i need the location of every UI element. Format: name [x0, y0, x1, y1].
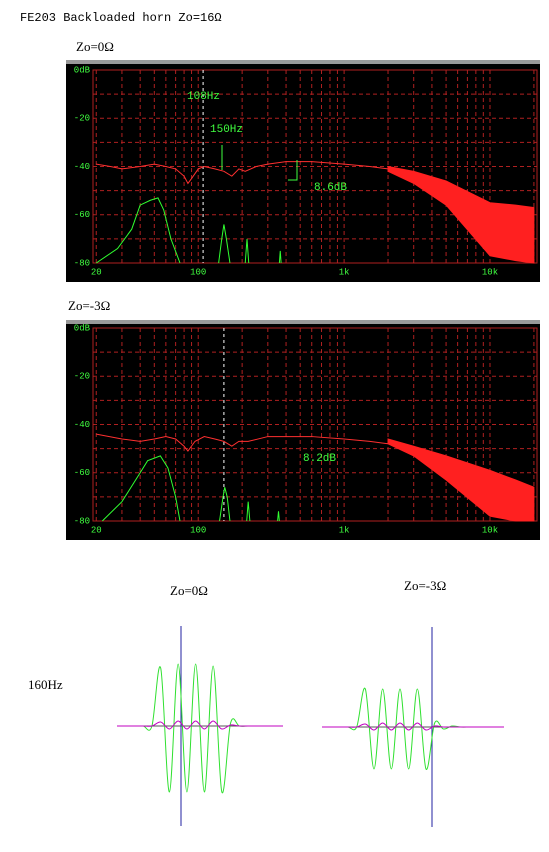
annotation: 108Hz: [187, 91, 220, 103]
y-tick-label: -40: [74, 420, 90, 430]
chart-title: Zo=0Ω: [170, 583, 208, 598]
plot-frame: [92, 69, 538, 264]
waveform: [321, 722, 504, 731]
x-tick-label: 10k: [482, 267, 498, 277]
x-tick-label: 100: [190, 267, 206, 277]
y-tick-label: -60: [74, 468, 90, 478]
response-line: [101, 455, 280, 522]
y-tick-label: -80: [74, 258, 90, 268]
y-tick-label: -40: [74, 162, 90, 172]
x-tick-label: 10k: [482, 525, 498, 535]
annotation: 8.2dB: [303, 453, 336, 465]
y-tick-label: -60: [74, 210, 90, 220]
annotation: 8.6dB: [314, 182, 347, 194]
x-tick-label: 100: [190, 525, 206, 535]
x-tick-label: 20: [91, 525, 102, 535]
response-line: [96, 161, 389, 185]
chart-title: Zo=-3Ω: [404, 578, 446, 593]
plot-frame: [92, 327, 538, 522]
waveform: [321, 687, 504, 770]
annotation: 150Hz: [210, 124, 243, 136]
chart-title: Zo=0Ω: [76, 39, 114, 54]
y-tick-label: -80: [74, 516, 90, 526]
y-tick-label: 0dB: [74, 323, 91, 333]
plot-background: [66, 320, 540, 540]
waveform: [116, 720, 283, 730]
row-label: 160Hz: [28, 677, 63, 692]
x-tick-label: 20: [91, 267, 102, 277]
x-tick-label: 1k: [339, 267, 350, 277]
response-line: [96, 433, 389, 452]
y-tick-label: 0dB: [74, 65, 91, 75]
response-band: [387, 438, 535, 522]
heading: FE203 Backloaded horn Zo=16Ω: [20, 11, 222, 25]
annotation-bracket: [288, 160, 298, 181]
plot-background: [66, 60, 540, 282]
y-tick-label: -20: [74, 372, 90, 382]
top-bar: [66, 60, 540, 64]
x-tick-label: 1k: [339, 525, 350, 535]
y-tick-label: -20: [74, 114, 90, 124]
top-bar: [66, 320, 540, 324]
chart-title: Zo=-3Ω: [68, 298, 110, 313]
waveform: [116, 663, 283, 794]
response-band: [387, 165, 535, 264]
response-line: [95, 197, 282, 264]
